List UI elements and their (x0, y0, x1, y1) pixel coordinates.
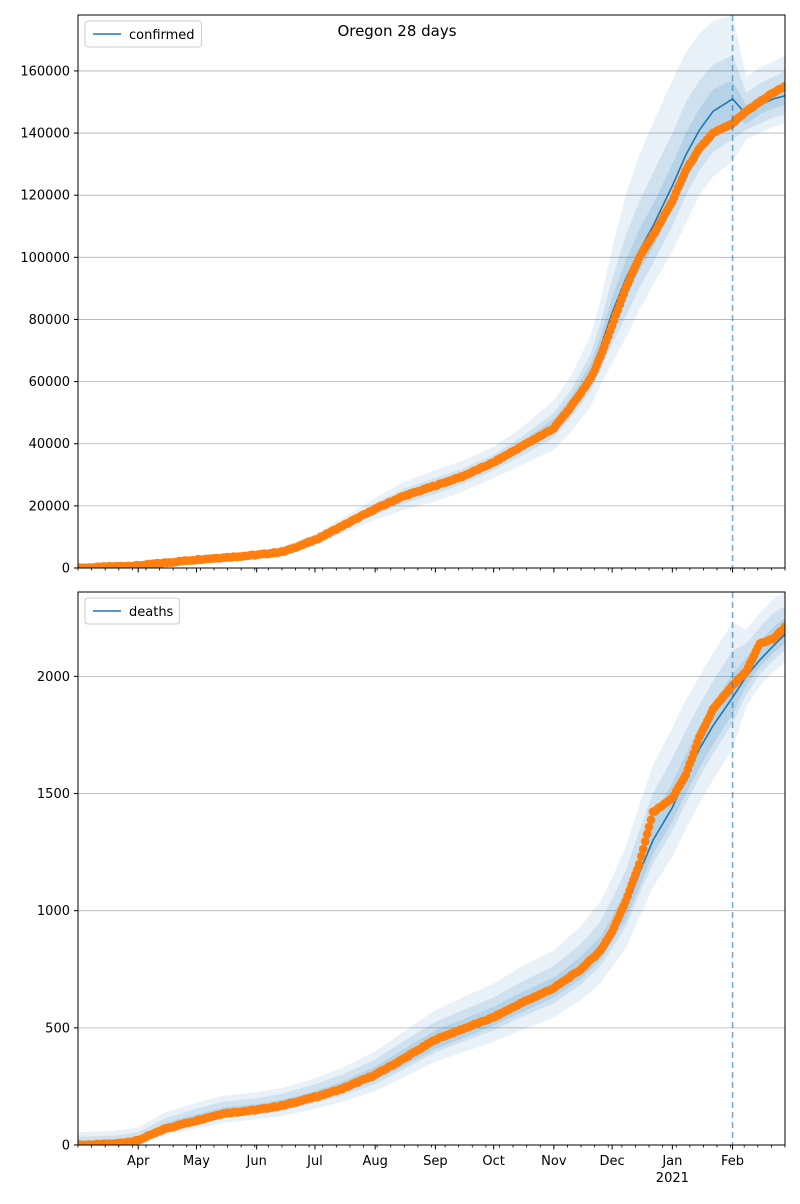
y-tick-label: 500 (45, 1021, 70, 1036)
y-tick-label: 0 (62, 562, 70, 577)
observed-point (637, 851, 646, 861)
y-tick-label: 0 (62, 1139, 70, 1154)
y-tick-label: 140000 (20, 127, 70, 142)
x-tick-label: Jan (661, 1154, 682, 1169)
x-tick-label: Nov (541, 1154, 567, 1169)
x-tick-label: Jun (246, 1154, 267, 1169)
observed-point (638, 844, 648, 854)
y-tick-label: 80000 (29, 313, 70, 328)
x-tick-label: Aug (362, 1154, 387, 1169)
figure-title: Oregon 28 days (337, 22, 456, 40)
x-tick-label: Apr (127, 1154, 150, 1169)
observed-point (780, 622, 785, 632)
y-tick-label: 2000 (37, 670, 70, 685)
legend-box (84, 597, 180, 625)
observed-point (646, 815, 656, 825)
observed-point (640, 837, 650, 846)
x-tick-label: Dec (600, 1154, 625, 1169)
legend: deaths (84, 597, 180, 625)
observed-point (644, 822, 654, 832)
observed-point (642, 829, 652, 839)
y-tick-label: 40000 (29, 437, 70, 452)
band-mid (78, 55, 785, 568)
y-tick-label: 20000 (29, 499, 70, 514)
x-year-label: 2021 (656, 1171, 689, 1186)
x-tick-label: Sep (423, 1154, 448, 1169)
deaths-panel: 0 500 1000 1500 2000 Apr May Jun Jul Aug Sep Oct Nov… (37, 591, 786, 1186)
y-tick-label: 120000 (20, 189, 70, 204)
observed-point (780, 81, 785, 91)
x-tick-label: May (183, 1154, 210, 1169)
legend-label: deaths (129, 605, 174, 620)
band-outer (78, 592, 785, 1145)
y-tick-label: 1000 (37, 904, 70, 919)
band-outer (78, 15, 785, 568)
plot-area (78, 592, 785, 1145)
x-tick-label: Feb (721, 1154, 744, 1169)
legend: confirmed (84, 20, 203, 48)
x-tick-label: Jul (306, 1154, 323, 1169)
plot-area (78, 15, 785, 568)
legend-box (84, 20, 203, 48)
observed-point (635, 859, 644, 869)
y-tick-label: 100000 (20, 251, 70, 266)
y-tick-label: 1500 (37, 787, 70, 802)
legend-label: confirmed (129, 28, 195, 43)
y-tick-label: 160000 (20, 64, 70, 79)
confirmed-panel: 0 20000 40000 60000 80000 100000 120000 140000 1… (20, 14, 786, 577)
x-tick-label: Oct (482, 1154, 504, 1169)
y-tick-label: 60000 (29, 375, 70, 390)
